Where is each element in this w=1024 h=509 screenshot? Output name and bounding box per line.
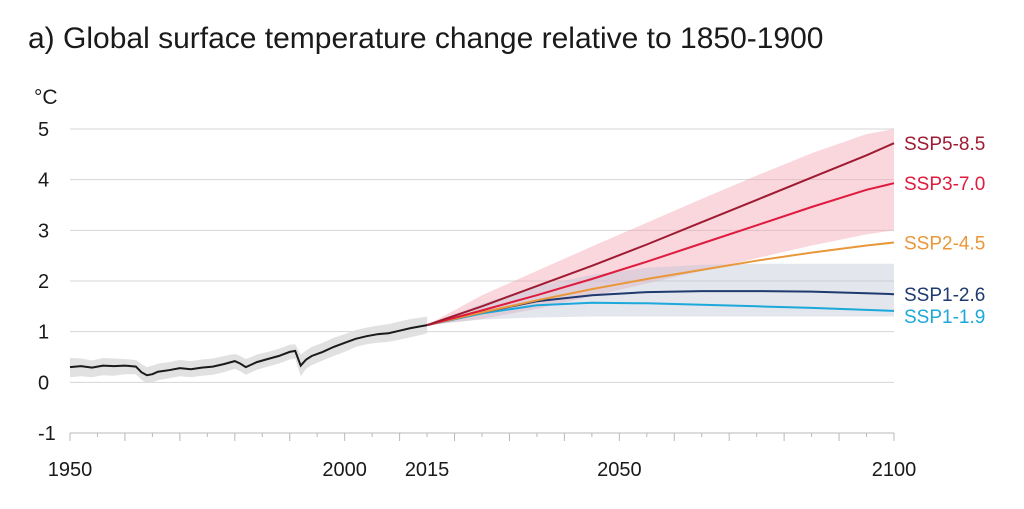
uncertainty-bands xyxy=(70,129,894,384)
x-tick-label: 1950 xyxy=(48,459,93,481)
x-tick-labels: 1950 2000 2015 2050 2100 xyxy=(48,459,917,481)
y-tick-label: 5 xyxy=(38,119,49,141)
series-label: SSP1-1.9 xyxy=(904,307,985,328)
y-tick-label: 0 xyxy=(38,372,49,394)
series-label: SSP5-8.5 xyxy=(904,134,985,155)
y-tick-label: 1 xyxy=(38,322,49,344)
chart-title: a) Global surface temperature change rel… xyxy=(28,22,824,55)
historical-line xyxy=(69,324,428,377)
y-tick-label: -1 xyxy=(38,423,56,445)
series-label: SSP3-7.0 xyxy=(904,174,985,195)
x-axis xyxy=(69,432,895,441)
band-ssp3-7-0 xyxy=(427,129,894,326)
y-axis-unit-label: °C xyxy=(34,86,58,109)
series-line-ssp1-1-9 xyxy=(426,301,895,327)
historical-band xyxy=(70,316,428,384)
y-tick-label: 3 xyxy=(38,220,49,242)
band-ssp1-2-6 xyxy=(427,263,894,326)
x-tick-label: 2100 xyxy=(872,459,917,481)
series-label: SSP1-2.6 xyxy=(904,285,985,306)
y-tick-labels: -1 0 1 2 3 4 5 xyxy=(38,119,56,445)
y-tick-label: 2 xyxy=(38,271,49,293)
x-tick-label: 2050 xyxy=(597,459,642,481)
series-line-ssp2-4-5 xyxy=(426,241,895,327)
x-tick-label: 2000 xyxy=(322,459,367,481)
series-line-ssp3-7-0 xyxy=(426,182,895,327)
series-label: SSP2-4.5 xyxy=(904,233,985,254)
series-lines xyxy=(69,142,895,377)
x-tick-label: 2015 xyxy=(405,459,450,481)
series-line-ssp5-8-5 xyxy=(426,142,895,327)
y-tick-label: 4 xyxy=(38,170,49,192)
